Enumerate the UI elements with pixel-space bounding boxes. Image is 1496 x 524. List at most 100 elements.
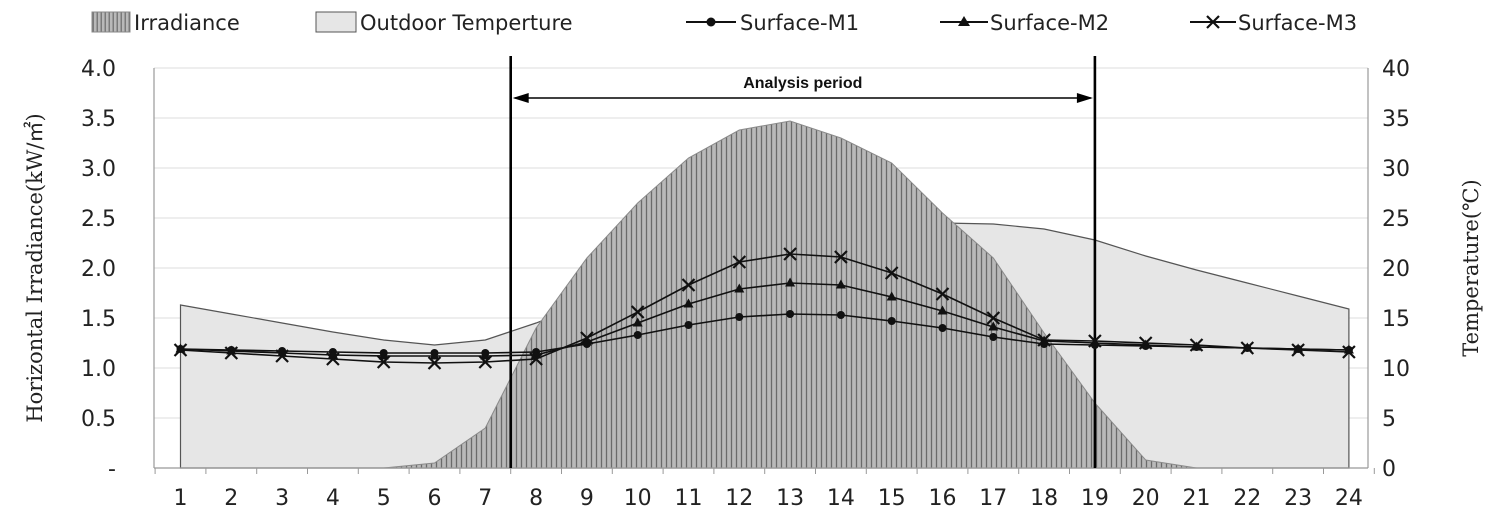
marker-surface-m3-20	[1138, 336, 1153, 350]
marker-surface-m2-9	[581, 336, 592, 346]
marker-surface-m3-12	[732, 255, 747, 269]
legend-marker-surface-m3	[1206, 15, 1220, 29]
analysis-arrow-head-left	[512, 93, 529, 103]
marker-surface-m1-12	[735, 313, 744, 321]
marker-surface-m1-13	[786, 310, 795, 318]
x-tick-21: 21	[1183, 486, 1211, 511]
marker-surface-m3-15	[884, 266, 899, 280]
marker-surface-m3-6	[427, 356, 442, 370]
analysis-period-label: Analysis period	[743, 75, 862, 92]
marker-surface-m1-11	[684, 321, 693, 329]
x-tick-6: 6	[428, 486, 442, 511]
legend-item-surface-m1: Surface-M1	[686, 11, 859, 35]
x-tick-14: 14	[827, 486, 855, 511]
legend-item-surface-m3: Surface-M3	[1190, 11, 1357, 35]
legend-item-irradiance: Irradiance	[91, 11, 240, 35]
x-tick-1: 1	[174, 486, 188, 511]
legend-swatch-irradiance	[91, 11, 131, 33]
x-tick-10: 10	[624, 486, 652, 511]
x-tick-7: 7	[478, 486, 492, 511]
marker-surface-m2-17	[988, 321, 999, 331]
y-tick-right-7: 35	[1382, 107, 1410, 132]
x-tick-9: 9	[580, 486, 594, 511]
marker-surface-m3-9	[580, 331, 594, 345]
x-tick-18: 18	[1030, 486, 1058, 511]
marker-surface-m2-13	[785, 277, 796, 287]
y-tick-right-4: 20	[1382, 257, 1410, 282]
marker-surface-m2-10	[632, 317, 643, 327]
x-tick-22: 22	[1233, 486, 1261, 511]
y-tick-left-6: 3.0	[81, 157, 116, 182]
marker-surface-m3-14	[834, 250, 848, 264]
marker-surface-m3-18	[1037, 333, 1051, 347]
x-tick-4: 4	[326, 486, 340, 511]
marker-surface-m2-12	[734, 283, 745, 293]
legend-swatch-outdoor-temperature	[315, 11, 357, 33]
marker-surface-m3-17	[986, 311, 1001, 325]
legend-label-outdoor-temperature: Outdoor Temperture	[360, 11, 573, 35]
surface-lines-layer	[173, 247, 1356, 370]
marker-surface-m3-8	[529, 352, 543, 366]
x-tick-20: 20	[1132, 486, 1160, 511]
tick-labels: -0.51.01.52.02.53.03.54.0051015202530354…	[81, 57, 1410, 511]
y-tick-right-1: 5	[1382, 407, 1396, 432]
marker-surface-m3-16	[935, 287, 950, 301]
x-tick-12: 12	[725, 486, 753, 511]
y-axis-title-right: Temperature(℃)	[1459, 179, 1483, 356]
legend-label-irradiance: Irradiance	[134, 11, 240, 35]
legend-label-surface-m3: Surface-M3	[1238, 11, 1357, 35]
y-tick-left-3: 1.5	[81, 307, 116, 332]
marker-surface-m1-10	[633, 331, 642, 339]
y-tick-right-0: 0	[1382, 457, 1396, 482]
marker-surface-m2-16	[937, 305, 948, 315]
marker-surface-m2-6	[429, 350, 440, 360]
y-tick-left-0: -	[108, 457, 116, 482]
legend-item-surface-m2: Surface-M2	[940, 11, 1109, 35]
marker-surface-m2-5	[378, 350, 389, 360]
marker-surface-m3-22	[1240, 341, 1255, 355]
y-axis-title-left: Horizontal Irradiance(kW/㎡)	[23, 113, 47, 422]
x-tick-19: 19	[1081, 486, 1109, 511]
marker-surface-m2-11	[683, 298, 694, 308]
marker-surface-m3-19	[1088, 334, 1102, 348]
legend-marker-surface-m2	[958, 16, 970, 26]
marker-surface-m3-11	[681, 278, 696, 292]
x-tick-13: 13	[776, 486, 804, 511]
x-tick-23: 23	[1284, 486, 1312, 511]
y-tick-left-8: 4.0	[81, 57, 116, 82]
marker-surface-m3-24	[1342, 345, 1356, 359]
x-tick-24: 24	[1335, 486, 1363, 511]
y-tick-left-7: 3.5	[81, 107, 116, 132]
marker-surface-m3-13	[783, 247, 797, 261]
marker-surface-m2-15	[886, 291, 897, 301]
marker-surface-m3-21	[1189, 338, 1204, 352]
y-tick-right-3: 15	[1382, 307, 1410, 332]
y-tick-right-8: 40	[1382, 57, 1410, 82]
x-tick-3: 3	[275, 486, 289, 511]
legend-marker-surface-m1	[706, 17, 716, 27]
line-surface-m2	[180, 282, 1349, 357]
marker-surface-m3-2	[224, 346, 239, 360]
marker-surface-m3-3	[275, 349, 289, 363]
marker-surface-m3-5	[376, 355, 391, 369]
line-surface-m3	[180, 253, 1349, 364]
y-tick-left-1: 0.5	[81, 407, 116, 432]
marker-surface-m1-16	[938, 324, 947, 332]
x-tick-16: 16	[929, 486, 957, 511]
x-tick-8: 8	[529, 486, 543, 511]
marker-surface-m3-7	[478, 355, 493, 369]
marker-surface-m2-7	[480, 350, 491, 360]
y-tick-left-5: 2.5	[81, 207, 116, 232]
x-tick-11: 11	[675, 486, 703, 511]
marker-surface-m3-1	[173, 343, 188, 357]
analysis-period-annotation: Analysis period	[509, 56, 1097, 468]
marker-surface-m3-10	[630, 305, 645, 319]
legend-label-surface-m1: Surface-M1	[740, 11, 859, 35]
y-tick-left-2: 1.0	[81, 357, 116, 382]
axes	[153, 68, 1375, 474]
y-tick-right-6: 30	[1382, 157, 1410, 182]
legend-item-outdoor-temperature: Outdoor Temperture	[315, 11, 573, 35]
legend: Irradiance Outdoor Temperture Surface-M1…	[91, 11, 1357, 35]
analysis-arrow-head-right	[1076, 93, 1093, 103]
